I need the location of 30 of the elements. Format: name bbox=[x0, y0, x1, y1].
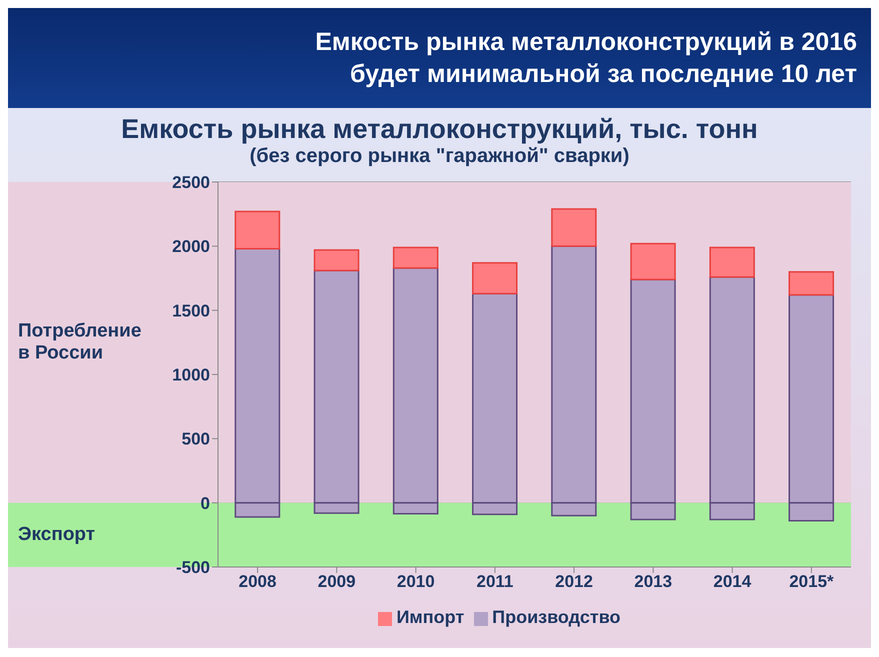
bar bbox=[314, 249, 360, 272]
bar bbox=[709, 246, 755, 278]
bar bbox=[630, 242, 676, 280]
x-tick-label: 2013 bbox=[634, 572, 672, 592]
y-tick-label: 1500 bbox=[172, 301, 210, 320]
x-tick-label: 2011 bbox=[476, 572, 514, 592]
y-tick-label: 500 bbox=[182, 430, 210, 449]
y-tick-label: -500 bbox=[176, 558, 210, 578]
y-tick-label: 2000 bbox=[172, 237, 210, 256]
y-tick-label: 0 bbox=[200, 494, 210, 513]
y-tick-label: 1000 bbox=[172, 366, 210, 385]
band-label: Экспорт bbox=[18, 524, 96, 545]
chart-subtitle: (без серого рынка "гаражной" сварки) bbox=[248, 145, 630, 168]
bar bbox=[392, 246, 438, 269]
y-tick-label: 2500 bbox=[172, 173, 210, 192]
x-tick-label: 2015* bbox=[789, 572, 834, 592]
legend-label: Импорт bbox=[396, 607, 464, 627]
bar bbox=[551, 208, 597, 247]
x-tick-label: 2009 bbox=[318, 572, 356, 592]
x-tick-label: 2012 bbox=[555, 572, 593, 592]
legend-label: Производство bbox=[492, 607, 621, 627]
bar bbox=[788, 271, 834, 296]
text: Емкость рынка металлоконструкций в 2016 будет минимальной за последние 10 лет bbox=[314, 27, 857, 90]
bar bbox=[472, 262, 518, 294]
bar bbox=[234, 210, 280, 250]
x-tick-label: 2014 bbox=[713, 572, 752, 592]
chart-title: Емкость рынка металлоконструкций, тыс. тонн bbox=[120, 114, 759, 145]
x-tick-label: 2010 bbox=[396, 572, 435, 592]
x-tick-label: 2008 bbox=[238, 572, 276, 592]
band-label: Потребление в России bbox=[18, 320, 142, 364]
